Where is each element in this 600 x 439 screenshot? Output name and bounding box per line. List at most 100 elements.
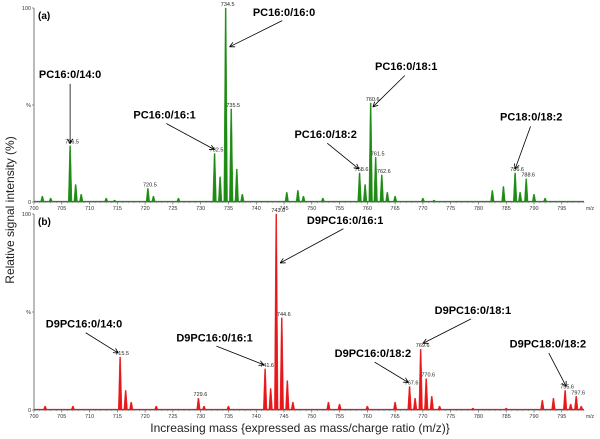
x-axis-label: Increasing mass {expressed as mass/charg… [150,421,449,435]
annotation-arrowhead [402,377,409,383]
spectrum-peak [574,396,579,411]
x-tick-label: 730 [196,206,205,212]
spectrum-peak [568,403,573,411]
peak-annotation: D9PC16:0/16:1 [307,215,383,227]
spectrum-peak [129,401,134,411]
x-tick-label: 760 [363,206,372,212]
x-tick-label: 755 [335,206,344,212]
x-tick-label: 725 [168,206,177,212]
annotation-arrowhead [279,258,286,264]
y-tick-label: % [26,310,31,316]
spectrum-peak [412,398,418,411]
x-tick-label: 775 [446,414,455,420]
x-tick-label: 720 [141,206,150,212]
spectrum-peak [284,192,289,203]
spectrum-peak [542,197,548,203]
x-tick-label: 760 [363,414,372,420]
x-tick-label: 775 [446,206,455,212]
spectrum-peak [563,390,568,411]
spectrum-peak [218,176,223,203]
y-tick-label: 100 [22,212,31,218]
spectrum-peak [524,178,529,203]
x-tick-label: 710 [85,414,94,420]
x-tick-label: 765 [391,206,400,212]
peak-mz-label: 758.6 [355,167,369,173]
spectrum-peak [176,197,181,203]
spectrum-peak [301,195,306,203]
y-axis-label: Relative signal intensity (%) [3,136,17,283]
y-tick-label: % [26,103,31,109]
x-tick-label: 715 [113,206,122,212]
annotation-arrowhead [561,380,567,387]
spectrum-peak [154,405,159,411]
spectrum-peak [503,407,509,411]
y-tick-label: 0 [28,200,31,206]
spectrum-peak [420,197,426,203]
spectrum-peak [392,401,398,411]
spectrum-peak [579,405,584,411]
x-tick-label: 730 [196,414,205,420]
x-tick-label: 790 [529,206,538,212]
peak-mz-label: 734.5 [221,2,235,8]
spectrum-peak [392,195,398,203]
peak-mz-label: 761.5 [371,151,385,157]
x-tick-label: 740 [252,414,261,420]
peak-mz-label: 741.6 [260,363,274,369]
peak-annotation: PC16:0/14:0 [39,69,101,81]
peak-mz-label: 770.6 [421,373,435,379]
spectrum-peak [431,199,437,203]
x-tick-label: 755 [335,414,344,420]
spectrum-peak [73,184,78,203]
spectrum-peak [357,172,362,203]
peak-mz-label: 769.6 [416,343,430,349]
peak-annotation: PC16:0/18:1 [375,61,437,73]
peak-annotation: D9PC18:0/18:2 [510,338,586,350]
annotation-arrowhead [208,144,215,151]
peak-annotation: PC16:0/16:0 [253,7,315,19]
spectrum-peak [274,213,279,411]
spectrum-peak [70,405,76,411]
spectrum-peak [285,380,290,411]
annotation-arrow [229,20,283,48]
panel-label: (a) [38,11,50,22]
peak-mz-label: 715.5 [115,351,129,357]
spectrum-peak [365,405,370,411]
spectrum-peak [363,184,368,203]
peak-annotation: D9PC16:0/18:2 [335,348,411,360]
x-tick-label: 795 [557,206,566,212]
peak-mz-label: 744.6 [277,312,291,318]
spectrum-peak [240,194,245,203]
annotation-arrow [422,318,472,344]
spectrum-peak [234,168,239,203]
x-tick-label: 740 [252,206,261,212]
peak-mz-label: 762.6 [377,169,391,175]
x-tick-label: 770 [418,206,427,212]
peak-mz-label: 797.6 [571,390,585,396]
spectrum-peak [279,317,284,411]
x-tick-label: 745 [279,414,288,420]
spectrum-peak [470,407,476,411]
spectrum-peak [104,197,109,203]
peak-mz-label: 767.6 [405,380,419,386]
peak-mz-label: 735.5 [226,103,240,109]
annotation-arrow [514,126,531,170]
annotation-arrowhead [372,101,379,108]
annotation-arrowhead [67,138,73,144]
peak-annotation: PC16:0/18:2 [294,129,356,141]
spectrum-peak [513,172,518,203]
peak-annotation: PC16:0/16:1 [133,110,195,122]
spectrum-peak [48,197,53,203]
annotation-arrow [166,123,215,150]
spectrum-peak [368,102,373,203]
annotation-arrow [374,361,409,383]
spectrum-peak [379,174,384,203]
x-tick-label: 785 [502,206,511,212]
annotation-arrow [279,228,344,264]
spectrum-peak [295,190,301,203]
x-tick-label: 700 [29,414,38,420]
peak-annotation: D9PC16:0/16:1 [176,332,252,344]
x-tick-label: 705 [57,414,66,420]
x-tick-label: 715 [113,414,122,420]
peak-mz-label: 729.6 [194,392,208,398]
